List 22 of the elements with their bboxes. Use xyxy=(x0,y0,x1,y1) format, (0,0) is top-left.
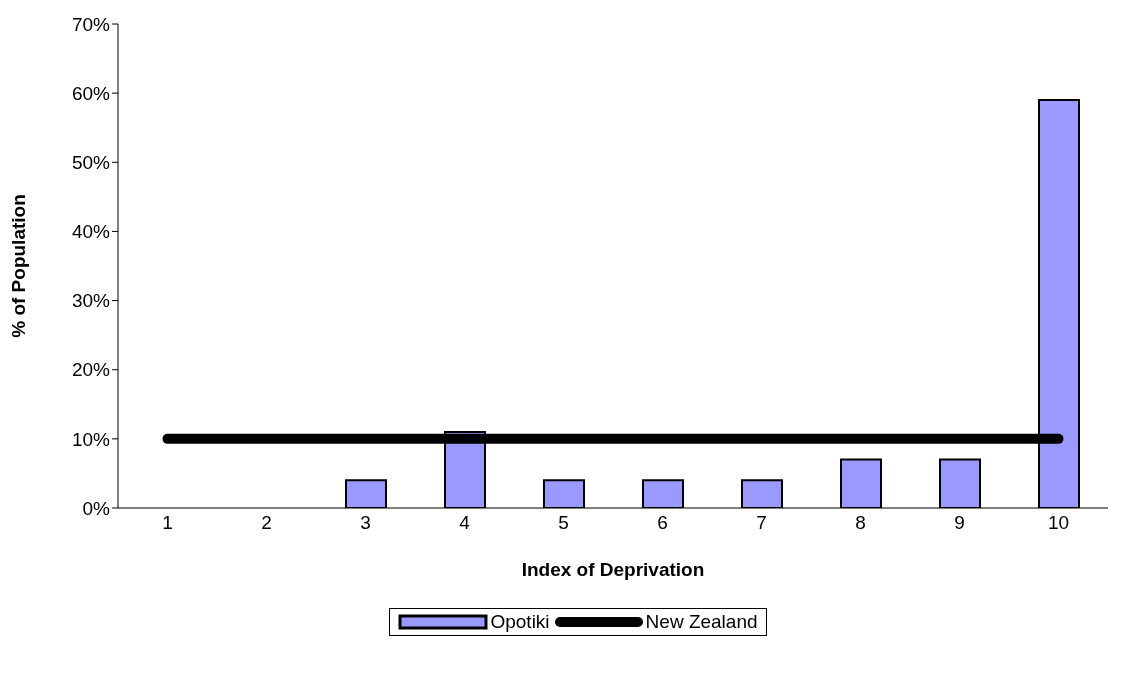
x-tick-label: 1 xyxy=(162,512,173,534)
x-axis-title: Index of Deprivation xyxy=(521,559,705,580)
x-tick-label: 2 xyxy=(261,512,272,534)
y-tick-label: 20% xyxy=(71,359,111,381)
y-tick-label: 10% xyxy=(71,428,111,450)
x-tick-label: 3 xyxy=(360,512,371,534)
x-tick-label: 10 xyxy=(1047,512,1070,534)
y-axis-title: % of Population xyxy=(7,194,29,338)
x-tick-label: 8 xyxy=(855,512,866,534)
y-tick-label: 40% xyxy=(71,221,111,243)
y-tick-label: 70% xyxy=(71,13,111,35)
legend-label: Opotiki xyxy=(490,611,550,633)
y-tick-label: 30% xyxy=(71,290,111,312)
legend-label: New Zealand xyxy=(645,611,758,633)
x-tick-label: 7 xyxy=(756,512,767,534)
x-tick-label: 5 xyxy=(558,512,569,534)
y-tick-label: 60% xyxy=(71,82,111,104)
x-tick-label: 4 xyxy=(459,512,471,534)
y-tick-label: 50% xyxy=(71,152,111,174)
x-tick-label: 9 xyxy=(954,512,965,534)
y-tick-label: 0% xyxy=(82,497,111,519)
x-tick-label: 6 xyxy=(657,512,668,534)
